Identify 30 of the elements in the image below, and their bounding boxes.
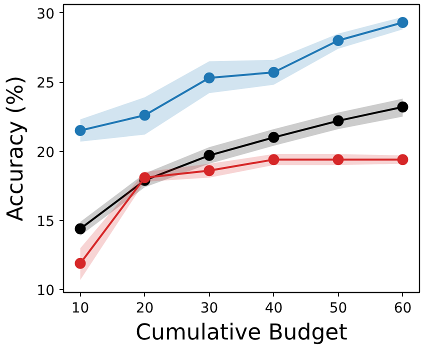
point (74, 223, 86, 234)
x-tick-label: 20 (136, 300, 154, 316)
point (139, 110, 150, 121)
point (397, 101, 408, 112)
y-tick-label: 25 (36, 76, 55, 92)
x-tick-label: 30 (200, 300, 218, 316)
point (332, 154, 344, 166)
point (74, 258, 86, 269)
point (268, 154, 280, 166)
point (332, 115, 344, 126)
x-tick-label: 60 (394, 300, 412, 316)
point (332, 35, 344, 46)
y-tick-label: 30 (36, 6, 55, 22)
y-tick-label: 20 (36, 144, 55, 161)
x-tick-label: 40 (264, 300, 283, 316)
point (204, 150, 215, 161)
point (397, 17, 408, 28)
point (74, 125, 86, 136)
point (139, 172, 150, 184)
point (268, 132, 280, 143)
x-tick-label: 10 (71, 300, 90, 316)
y-axis-title: Accuracy (%) (4, 76, 29, 222)
y-tick-label: 10 (36, 283, 55, 300)
point (268, 66, 280, 78)
y-tick-label: 15 (36, 214, 55, 230)
point (397, 154, 408, 166)
point (204, 72, 215, 84)
point (204, 165, 215, 176)
x-tick-label: 50 (329, 300, 348, 316)
x-axis-title: Cumulative Budget (136, 320, 348, 346)
